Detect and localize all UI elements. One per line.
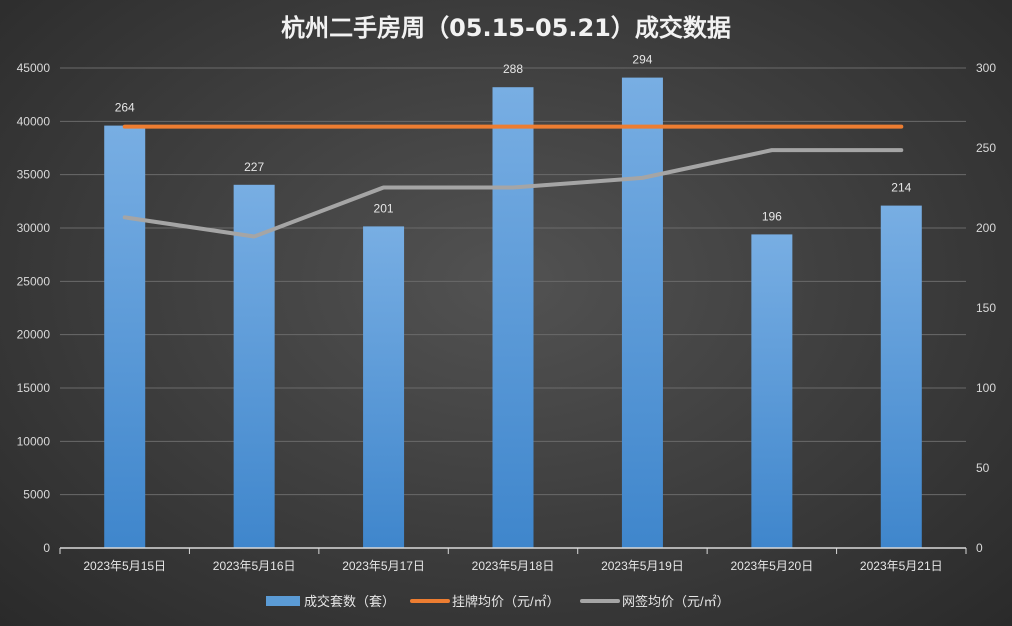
bars [104, 77, 922, 549]
x-tick-label: 2023年5月21日 [860, 559, 943, 573]
bar [104, 125, 146, 548]
bar-data-label: 264 [115, 101, 135, 115]
legend-label: 成交套数（套） [304, 594, 395, 609]
bar-data-label: 294 [632, 53, 652, 67]
x-tick-label: 2023年5月18日 [472, 559, 555, 573]
bar-data-label: 288 [503, 62, 523, 76]
legend-swatch-bar [266, 596, 300, 606]
x-tick-label: 2023年5月17日 [342, 559, 425, 573]
x-tick-label: 2023年5月15日 [83, 559, 166, 573]
x-tick-label: 2023年5月20日 [730, 559, 813, 573]
y-right-tick-label: 0 [976, 541, 983, 555]
y-left-tick-label: 40000 [17, 114, 51, 128]
bar-data-label: 196 [762, 209, 782, 223]
y-left-tick-label: 35000 [17, 168, 51, 182]
bar [233, 184, 275, 549]
legend: 成交套数（套） 挂牌均价（元/㎡） 网签均价（元/㎡） [266, 594, 730, 609]
bar [621, 77, 663, 548]
y-right-tick-label: 100 [976, 381, 996, 395]
bar [492, 87, 534, 548]
y-right-tick-label: 250 [976, 141, 996, 155]
y-right-tick-label: 200 [976, 221, 996, 235]
bar-data-label: 214 [891, 181, 911, 195]
x-tick-label: 2023年5月19日 [601, 559, 684, 573]
axes: 0 5000 10000 15000 20000 25000 30000 35000 40000… [17, 61, 997, 573]
bar [363, 226, 405, 548]
lines [122, 124, 904, 239]
bar-data-label: 227 [244, 160, 264, 174]
y-left-tick-label: 20000 [17, 328, 51, 342]
y-right-tick-label: 150 [976, 301, 996, 315]
y-right-tick-label: 50 [976, 461, 990, 475]
data-labels: 264 227 201 288 294 196 214 [115, 53, 912, 224]
y-left-tick-label: 45000 [17, 61, 51, 75]
x-tick-label: 2023年5月16日 [213, 559, 296, 573]
bar [751, 234, 793, 548]
y-right-tick-label: 300 [976, 61, 996, 75]
legend-label: 网签均价（元/㎡） [622, 594, 730, 609]
legend-label: 挂牌均价（元/㎡） [452, 594, 560, 609]
bar [880, 205, 922, 548]
y-left-tick-label: 25000 [17, 274, 51, 288]
bar-data-label: 201 [374, 201, 394, 215]
y-left-tick-label: 0 [43, 541, 50, 555]
y-left-tick-label: 10000 [17, 434, 51, 448]
y-left-tick-label: 30000 [17, 221, 51, 235]
y-left-tick-label: 15000 [17, 381, 51, 395]
chart-title: 杭州二手房周（05.15-05.21）成交数据 [281, 14, 731, 42]
y-left-tick-label: 5000 [23, 488, 50, 502]
series-line [122, 148, 904, 239]
